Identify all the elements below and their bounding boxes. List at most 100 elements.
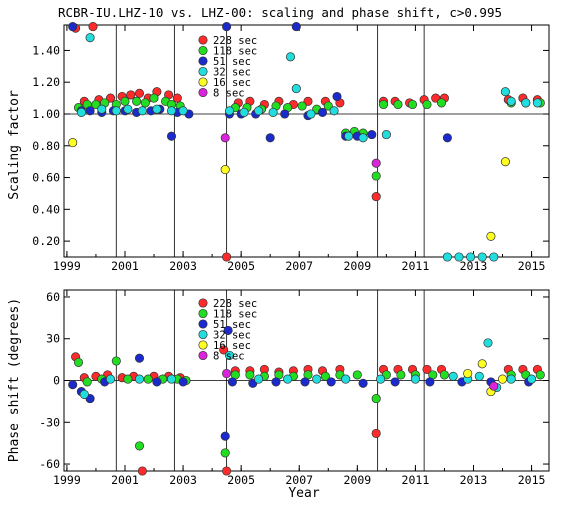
data-point — [535, 370, 545, 380]
data-point — [111, 356, 121, 366]
chart-title: RCBR-IU.LHZ-10 vs. LHZ-00: scaling and p… — [58, 5, 502, 20]
data-point — [178, 377, 188, 387]
data-point — [358, 133, 368, 143]
data-point — [134, 374, 145, 384]
data-point — [466, 252, 476, 262]
data-point — [448, 371, 458, 381]
x-tick-label: 2009 — [343, 473, 371, 487]
data-point — [300, 377, 310, 387]
y-tick-label: 60 — [46, 290, 60, 304]
data-point — [123, 374, 133, 384]
legend-marker — [198, 66, 208, 77]
data-point — [332, 91, 342, 102]
data-point — [329, 106, 339, 116]
data-point — [506, 374, 516, 384]
data-point — [390, 377, 400, 387]
legend-label: 51 sec — [213, 56, 251, 68]
y-tick-label: 0.40 — [32, 202, 60, 216]
data-point — [271, 377, 281, 387]
data-point — [224, 350, 235, 360]
data-point — [371, 171, 381, 181]
data-point — [497, 374, 508, 384]
y-tick-label: 0.60 — [32, 171, 60, 185]
data-point — [291, 84, 301, 94]
data-point — [132, 96, 142, 106]
data-point — [285, 52, 296, 62]
data-point — [91, 99, 101, 110]
x-tick-label: 2005 — [227, 259, 255, 273]
data-point — [371, 158, 381, 168]
x-tick-label: 1999 — [53, 259, 81, 273]
data-point — [376, 374, 386, 384]
y-axis-label: Scaling factor — [7, 90, 22, 200]
data-point — [88, 22, 98, 32]
data-point — [254, 106, 264, 116]
y-tick-label: 0.20 — [32, 234, 60, 248]
data-point — [239, 107, 249, 117]
data-point — [265, 133, 275, 143]
x-tick-label: 1999 — [53, 473, 81, 487]
data-point — [222, 466, 232, 476]
data-point — [500, 157, 510, 167]
legend-marker — [198, 329, 208, 340]
data-point — [463, 368, 473, 379]
data-point — [137, 466, 147, 476]
data-point — [442, 252, 452, 262]
x-tick-label: 2011 — [402, 473, 430, 487]
data-point — [477, 359, 487, 369]
y-tick-label: 30 — [46, 332, 60, 346]
data-point — [454, 252, 464, 262]
data-point — [371, 428, 381, 438]
data-point — [371, 192, 381, 202]
data-point — [303, 96, 313, 106]
data-point — [506, 96, 516, 106]
data-point — [268, 107, 278, 117]
data-point — [527, 374, 537, 384]
x-tick-label: 2001 — [111, 259, 139, 273]
y-tick-label: -60 — [39, 457, 60, 471]
data-point — [134, 353, 145, 363]
data-point — [358, 378, 368, 388]
data-point — [436, 98, 447, 108]
data-point — [224, 106, 235, 116]
legend-marker — [198, 56, 208, 66]
x-tick-label: 2013 — [460, 473, 488, 487]
legend-label: 32 sec — [213, 67, 251, 79]
data-point — [489, 252, 499, 262]
data-point — [344, 131, 354, 141]
legend-label: 51 sec — [213, 319, 251, 331]
data-point — [97, 104, 107, 114]
data-point — [227, 377, 237, 387]
data-point — [82, 377, 92, 387]
data-point — [220, 165, 230, 175]
data-point — [245, 370, 255, 380]
legend-label: 118 sec — [213, 46, 257, 58]
data-point — [291, 22, 301, 32]
x-tick-label: 2007 — [285, 259, 313, 273]
x-tick-label: 2015 — [518, 259, 546, 273]
data-point — [105, 374, 116, 384]
data-point — [152, 377, 162, 387]
data-point — [280, 109, 290, 119]
data-point — [222, 252, 232, 262]
x-tick-label: 2011 — [402, 259, 430, 273]
y-tick-label: 0 — [53, 374, 60, 388]
data-point — [489, 381, 499, 391]
data-point — [134, 88, 145, 98]
phase-shift-panel: 1999 2001 2003 2005 2007 2009 2011 2013 2015 60 30… — [7, 289, 550, 487]
data-point — [76, 107, 86, 117]
data-point — [341, 374, 351, 384]
data-point — [166, 131, 177, 141]
x-tick-label: 2001 — [111, 473, 139, 487]
data-point — [172, 93, 182, 103]
data-point — [219, 345, 229, 355]
data-point — [140, 98, 150, 108]
data-point — [442, 133, 452, 143]
data-point — [396, 370, 406, 380]
data-point — [483, 338, 493, 348]
data-point — [474, 371, 484, 381]
data-point — [68, 138, 78, 148]
data-point — [126, 90, 136, 100]
data-point — [521, 98, 531, 108]
legend-label: 16 sec — [213, 77, 251, 89]
